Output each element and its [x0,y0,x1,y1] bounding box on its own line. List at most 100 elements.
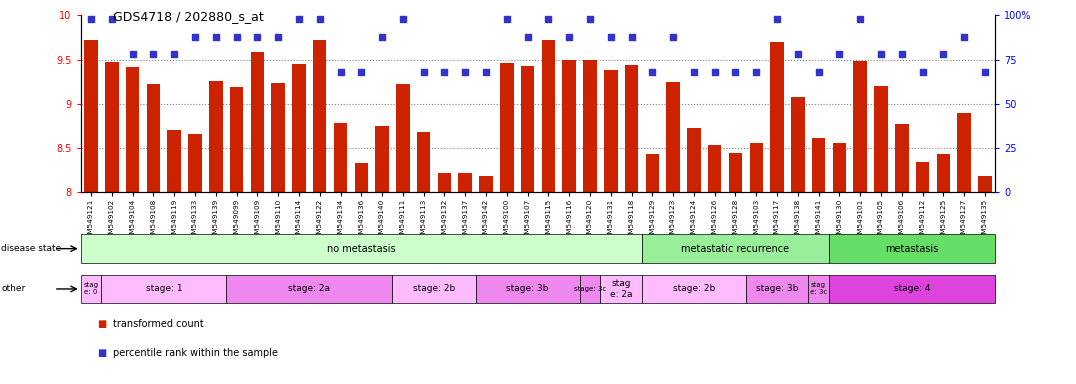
Point [893,51,910,57]
Bar [209,81,223,192]
Point [83,16,100,22]
Bar [812,138,825,192]
Bar [479,176,493,192]
Point [851,16,868,22]
Point [291,16,308,22]
Bar [476,275,580,303]
Point [166,51,183,57]
Point [498,16,515,22]
Point [124,51,141,57]
Point [436,69,453,75]
Bar [334,123,348,192]
Bar [293,64,306,192]
Bar [829,234,995,263]
Point [955,33,973,40]
Bar [271,83,285,192]
Bar [81,234,642,263]
Text: stag
e: 0: stag e: 0 [84,283,99,295]
Text: stag
e: 3c: stag e: 3c [810,283,827,295]
Point [623,33,640,40]
Bar [580,275,600,303]
Text: stage: 2b: stage: 2b [413,285,455,293]
Point [353,69,370,75]
Bar [642,234,829,263]
Point [228,33,245,40]
Bar [396,84,410,192]
Point [208,33,225,40]
Point [249,33,266,40]
Point [186,33,203,40]
Point [394,16,411,22]
Bar [438,174,451,192]
Point [810,69,827,75]
Bar [500,63,513,192]
Bar [226,275,393,303]
Text: percentile rank within the sample: percentile rank within the sample [113,348,278,358]
Bar [376,126,388,192]
Text: ■: ■ [97,348,107,358]
Bar [458,174,472,192]
Point [415,69,433,75]
Text: stage: 1: stage: 1 [145,285,182,293]
Point [603,33,620,40]
Bar [688,128,700,192]
Bar [770,42,783,192]
Bar [666,82,680,192]
Point [706,69,723,75]
Point [373,33,391,40]
Point [581,16,598,22]
Point [789,51,806,57]
Bar [416,132,430,192]
Bar [521,66,535,192]
Point [768,16,785,22]
Bar [958,113,971,192]
Bar [646,154,660,192]
Point [873,51,890,57]
Bar [916,162,930,192]
Bar [313,40,326,192]
Point [311,16,328,22]
Text: other: other [1,285,26,293]
Text: stag
e: 2a: stag e: 2a [610,279,633,299]
Point [561,33,578,40]
Bar [81,275,101,303]
Text: stage: 2a: stage: 2a [288,285,330,293]
Bar [600,275,642,303]
Point [519,33,536,40]
Bar [874,86,888,192]
Point [331,69,349,75]
Bar [833,142,846,192]
Bar [355,163,368,192]
Bar [728,153,742,192]
Bar [188,134,202,192]
Bar [230,87,243,192]
Text: metastatic recurrence: metastatic recurrence [681,243,790,254]
Bar [604,70,618,192]
Bar [750,142,763,192]
Point [145,51,162,57]
Bar [936,154,950,192]
Bar [563,60,576,192]
Bar [393,275,476,303]
Text: metastasis: metastasis [886,243,939,254]
Text: stage: 4: stage: 4 [894,285,931,293]
Bar [126,68,140,192]
Text: transformed count: transformed count [113,319,203,329]
Bar [583,60,597,192]
Text: disease state: disease state [1,244,61,253]
Point [831,51,848,57]
Point [914,69,931,75]
Bar [791,98,805,192]
Point [643,69,661,75]
Text: stage: 2b: stage: 2b [672,285,716,293]
Point [976,69,993,75]
Bar [251,53,264,192]
Bar [168,130,181,192]
Bar [895,124,908,192]
Point [270,33,287,40]
Point [935,51,952,57]
Bar [84,40,98,192]
Bar [105,62,118,192]
Bar [978,176,992,192]
Text: stage: 3b: stage: 3b [507,285,549,293]
